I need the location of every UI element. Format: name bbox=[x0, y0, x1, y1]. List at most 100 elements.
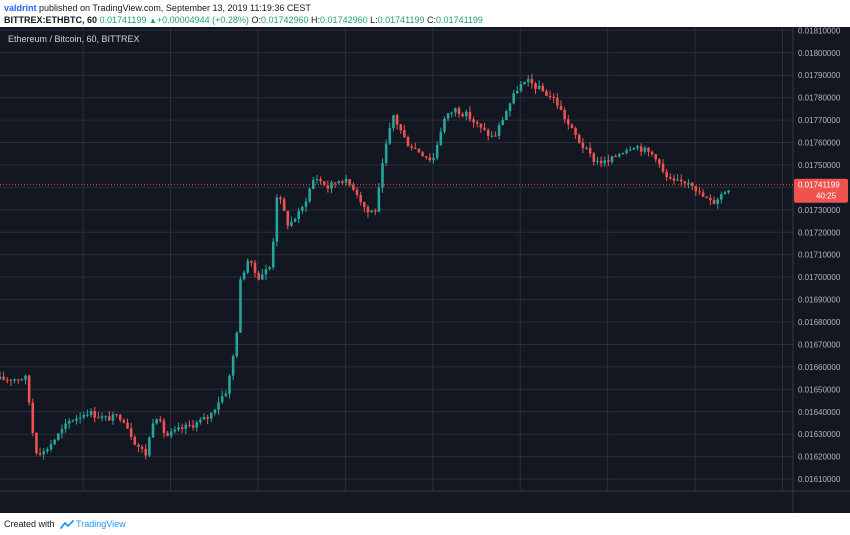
candle-body bbox=[381, 163, 384, 188]
candle-body bbox=[403, 130, 406, 138]
time-tick-label: 13 bbox=[691, 498, 700, 507]
price-tick-label: 0.01690000 bbox=[798, 296, 841, 305]
time-tick-label: 12 bbox=[603, 498, 612, 507]
candle-body bbox=[694, 185, 698, 192]
candle-body bbox=[93, 411, 96, 418]
candle-body bbox=[27, 375, 31, 403]
candle-body bbox=[330, 182, 333, 189]
candle-body bbox=[57, 433, 60, 440]
candle-body bbox=[301, 206, 304, 211]
candle-body bbox=[636, 146, 639, 149]
candle-body bbox=[100, 416, 104, 418]
candle-body bbox=[632, 148, 636, 150]
candle-body bbox=[614, 156, 617, 158]
bar-countdown-label: 40:25 bbox=[816, 192, 837, 201]
price-tick-label: 0.01680000 bbox=[798, 318, 841, 327]
candle-body bbox=[46, 449, 49, 452]
candle-body bbox=[308, 188, 311, 202]
candle-body bbox=[162, 420, 166, 433]
candle-body bbox=[144, 448, 147, 456]
time-axis-background[interactable] bbox=[0, 491, 850, 513]
candle-body bbox=[698, 191, 701, 193]
candle-body bbox=[166, 432, 169, 436]
candle-body bbox=[78, 417, 82, 419]
price-tick-label: 0.01660000 bbox=[798, 363, 841, 372]
candle-body bbox=[49, 444, 53, 450]
candle-body bbox=[71, 420, 75, 422]
candle-body bbox=[588, 147, 592, 154]
created-with-text: Created with bbox=[4, 519, 55, 529]
candle-body bbox=[261, 274, 264, 280]
candle-body bbox=[472, 119, 475, 123]
candle-body bbox=[512, 93, 515, 104]
candle-body bbox=[559, 105, 563, 110]
plot-background[interactable] bbox=[0, 27, 793, 491]
candle-body bbox=[548, 95, 552, 97]
candle-body bbox=[257, 272, 260, 280]
candle-body bbox=[89, 411, 93, 415]
candle-body bbox=[20, 379, 24, 381]
candle-body bbox=[86, 414, 89, 416]
candle-body bbox=[457, 108, 461, 115]
time-tick-label: 14 bbox=[778, 498, 787, 507]
candle-body bbox=[599, 160, 603, 164]
candle-body bbox=[148, 437, 151, 456]
price-tick-label: 0.01700000 bbox=[798, 273, 841, 282]
candle-body bbox=[337, 181, 341, 184]
candle-body bbox=[224, 393, 228, 397]
candle-body bbox=[435, 144, 439, 158]
candle-body bbox=[709, 197, 712, 200]
candle-body bbox=[625, 150, 628, 153]
candle-body bbox=[672, 178, 676, 181]
tradingview-brand-link[interactable]: TradingView bbox=[76, 519, 126, 529]
candle-body bbox=[140, 446, 144, 449]
candle-body bbox=[690, 182, 694, 186]
candle-body bbox=[392, 115, 395, 129]
candle-body bbox=[519, 84, 523, 91]
candle-body bbox=[253, 262, 257, 273]
candle-body bbox=[202, 417, 206, 420]
current-price-tag: 0.01741199 40:25 bbox=[794, 178, 848, 203]
open-value: 0.01742960 bbox=[260, 15, 309, 25]
candle-body bbox=[475, 122, 479, 124]
price-tick-label: 0.01730000 bbox=[798, 206, 841, 215]
high-value: 0.01742960 bbox=[320, 15, 368, 25]
price-tick-label: 0.01750000 bbox=[798, 161, 841, 170]
close-label: C: bbox=[427, 15, 437, 25]
candle-body bbox=[286, 210, 290, 226]
candle-body bbox=[516, 90, 519, 94]
candle-body bbox=[552, 96, 556, 98]
publisher-username[interactable]: valdrint bbox=[4, 3, 37, 13]
time-tick-label: 10 bbox=[428, 498, 437, 507]
candle-body bbox=[669, 177, 672, 179]
price-axis-background[interactable] bbox=[793, 27, 850, 491]
price-tick-label: 0.01810000 bbox=[798, 27, 841, 35]
candle-body bbox=[195, 422, 198, 428]
time-tick-label: 7 bbox=[168, 498, 173, 507]
candle-body bbox=[213, 409, 217, 413]
candle-body bbox=[242, 272, 246, 280]
candles bbox=[0, 73, 730, 460]
candle-body bbox=[428, 157, 432, 161]
candle-body bbox=[679, 179, 683, 182]
candle-body bbox=[344, 179, 348, 183]
candle-body bbox=[282, 199, 286, 211]
candle-body bbox=[159, 419, 162, 421]
chart-area[interactable]: 0.01610000 0.01620000 0.01630000 0.01640000… bbox=[0, 27, 850, 513]
candle-body bbox=[118, 415, 122, 420]
candle-body bbox=[151, 423, 155, 438]
candle-body bbox=[359, 194, 362, 203]
candle-body bbox=[239, 279, 242, 333]
candlestick-chart[interactable]: 0.01610000 0.01620000 0.01630000 0.01640000… bbox=[0, 27, 850, 513]
candle-body bbox=[24, 375, 27, 380]
candle-body bbox=[210, 412, 213, 419]
candle-body bbox=[545, 91, 548, 96]
symbol-ohlc-line: BITTREX:ETHBTC, 60 0.01741199 ▲+0.000049… bbox=[4, 14, 483, 27]
footer: Created with TradingView bbox=[4, 517, 126, 531]
high-label: H: bbox=[311, 15, 321, 25]
candle-body bbox=[377, 187, 381, 212]
low-value: 0.01741199 bbox=[377, 15, 425, 25]
candle-body bbox=[297, 210, 300, 220]
candle-body bbox=[268, 267, 271, 270]
published-text: published on TradingView.com, September … bbox=[36, 3, 311, 13]
